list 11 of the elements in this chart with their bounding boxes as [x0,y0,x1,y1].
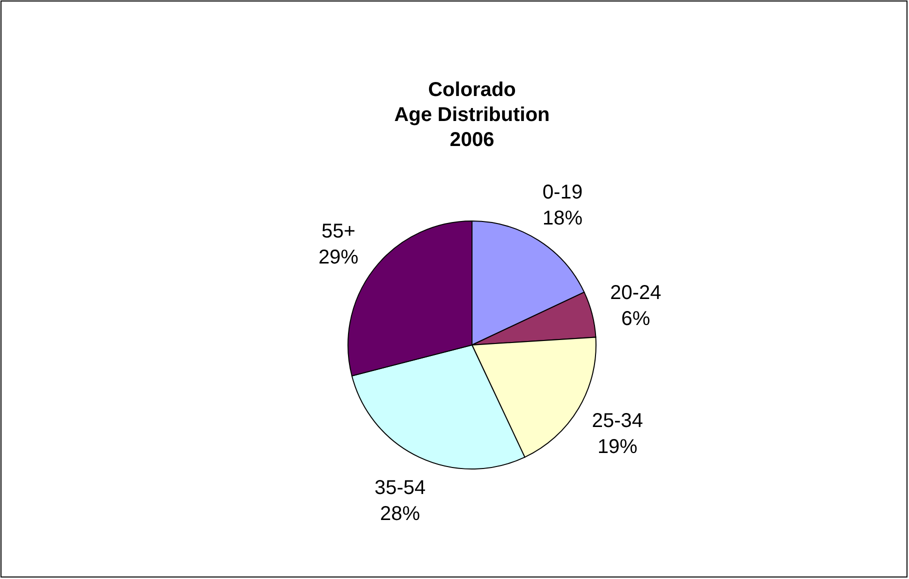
chart-title: Colorado Age Distribution 2006 [394,79,550,151]
data-label: 28% [380,502,420,525]
slice-label: 35-54 [374,476,426,499]
data-label: 29% [318,246,359,268]
data-label: 19% [597,436,638,458]
data-label: 18% [542,207,583,230]
slice-label: 55+ [321,220,356,242]
data-label: 6% [621,308,650,330]
slice-label: 0-19 [542,181,583,204]
slice-label: 25-34 [592,410,644,432]
slice-label: 20-24 [610,282,662,304]
